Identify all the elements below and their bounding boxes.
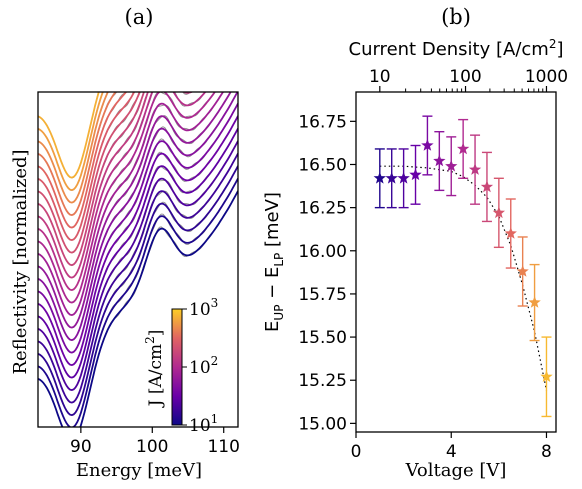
colorbar-label: J [A/cm2]	[143, 330, 166, 409]
data-point-star	[468, 163, 482, 175]
fit-reflectivity-curve	[38, 127, 238, 379]
fit-reflectivity-curve	[38, 165, 238, 417]
panel-b-ticks: 0 4 8 15.00 15.25 15.50 15.75 16.00 16.25 16.50 16…	[298, 67, 568, 462]
panel-b-top-xlabel: Current Density [A/cm2]	[349, 37, 564, 60]
panel-b-xlabel: Voltage [V]	[405, 460, 507, 481]
x-tick-label: 110	[207, 437, 239, 457]
data-point-star	[504, 227, 517, 239]
y-tick-label: 15.25	[298, 371, 347, 391]
panel-a-curves	[38, 92, 238, 427]
fit-reflectivity-curve	[38, 92, 128, 229]
fit-reflectivity-curve	[38, 115, 238, 367]
panel-a-label: (a)	[125, 5, 154, 29]
data-point-star	[457, 142, 470, 155]
data-point-star	[516, 265, 529, 277]
data-point-star	[540, 370, 553, 382]
raw-reflectivity-curve	[38, 92, 141, 254]
fit-reflectivity-curve	[38, 92, 238, 342]
fit-reflectivity-curve	[38, 92, 194, 279]
fit-reflectivity-curve	[38, 92, 232, 329]
raw-reflectivity-curve	[38, 92, 192, 279]
fit-reflectivity-curve	[38, 92, 207, 292]
panel-a-ticks: 90 100 110	[70, 427, 240, 457]
fit-reflectivity-curve	[38, 92, 100, 179]
y-tick-label: 16.00	[298, 242, 347, 262]
data-point-star	[421, 139, 434, 151]
raw-reflectivity-curve	[38, 140, 238, 391]
data-point-star	[397, 171, 410, 184]
raw-reflectivity-curve	[38, 115, 238, 366]
fit-reflectivity-curve	[38, 92, 216, 304]
x-tick-label: 4	[446, 442, 457, 462]
raw-reflectivity-curve	[38, 127, 238, 378]
raw-reflectivity-curve	[38, 92, 206, 291]
data-point-star	[373, 171, 386, 184]
y-tick-label: 15.75	[298, 285, 347, 305]
panel-a-xlabel: Energy [meV]	[76, 460, 202, 481]
panel-b-label: (b)	[441, 5, 471, 29]
fit-reflectivity-curve	[38, 152, 238, 404]
top-x-tick-label: 100	[449, 67, 481, 87]
y-tick-label: 15.00	[298, 414, 347, 434]
data-point-star	[480, 180, 494, 193]
raw-reflectivity-curve	[38, 92, 231, 329]
x-tick-label: 90	[70, 437, 92, 457]
data-point-star	[445, 159, 458, 172]
fit-reflectivity-curve	[38, 190, 238, 427]
colorbar-ticks: 101 102 103	[182, 296, 218, 436]
top-x-tick-label: 1000	[525, 67, 568, 87]
y-tick-label: 16.25	[298, 199, 347, 219]
fit-reflectivity-curve	[38, 102, 238, 354]
panel-a-frame	[37, 91, 239, 428]
raw-reflectivity-curve	[38, 92, 224, 316]
panel-a-ylabel: Reflectivity [normalized]	[10, 149, 31, 374]
fit-reflectivity-curve	[38, 177, 238, 427]
fit-reflectivity-curve	[38, 92, 109, 204]
fit-reflectivity-curve	[38, 92, 225, 317]
colorbar-tick-label: 103	[189, 296, 218, 320]
fit-curve	[379, 165, 548, 391]
panel-b-ylabel: EUP − ELP [meV]	[262, 192, 286, 332]
top-x-tick-label: 10	[369, 67, 391, 87]
fit-reflectivity-curve	[38, 92, 141, 254]
data-point-star	[433, 154, 446, 167]
x-tick-label: 100	[136, 437, 168, 457]
panel-b-frame	[355, 91, 557, 433]
fit-reflectivity-curve	[38, 140, 238, 392]
colorbar: 101 102 103 J [A/cm2]	[143, 296, 218, 436]
y-tick-label: 16.75	[298, 112, 347, 132]
data-point-star	[528, 296, 541, 308]
fit-reflectivity-curve	[38, 92, 117, 217]
fit-reflectivity-curve	[38, 92, 136, 242]
fit-reflectivity-curve	[38, 92, 145, 267]
data-point-star	[385, 171, 398, 184]
colorbar-gradient	[171, 308, 183, 426]
raw-reflectivity-curve	[38, 92, 216, 303]
raw-reflectivity-curve	[38, 166, 238, 416]
fit-reflectivity-curve	[38, 92, 104, 192]
raw-reflectivity-curve	[38, 92, 145, 267]
data-point-star	[492, 206, 505, 219]
colorbar-tick-label: 102	[189, 354, 218, 378]
x-tick-label: 0	[351, 442, 362, 462]
x-tick-label: 8	[541, 442, 552, 462]
data-point-star	[409, 168, 422, 181]
y-tick-label: 16.50	[298, 155, 347, 175]
y-tick-label: 15.50	[298, 328, 347, 348]
colorbar-tick-label: 101	[189, 412, 218, 436]
panel-b-plot	[373, 115, 553, 418]
